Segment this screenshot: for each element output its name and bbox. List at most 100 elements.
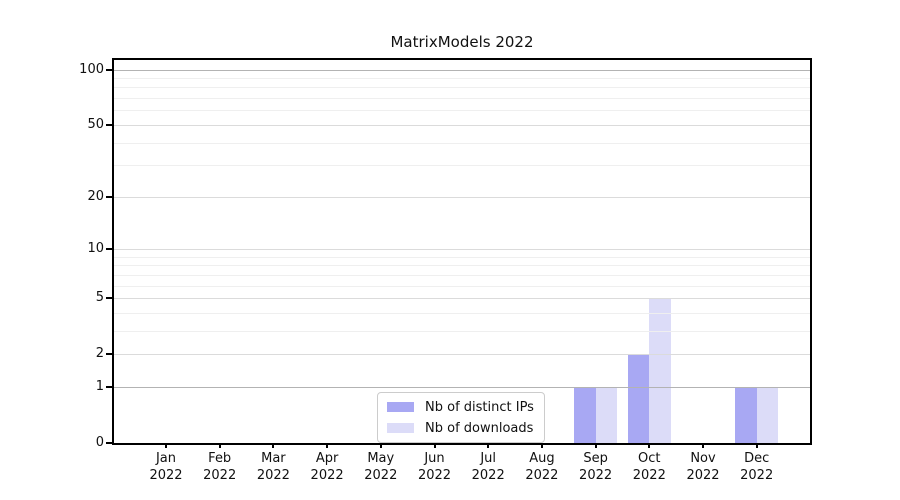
- x-tick-label-jul: Jul 2022: [456, 450, 520, 484]
- x-tick-month: Mar: [261, 451, 286, 466]
- x-tick-year: 2022: [740, 468, 774, 483]
- x-tick-year: 2022: [149, 468, 183, 483]
- bar-downloads-oct: [649, 298, 671, 443]
- x-tick-mark-apr: [326, 443, 329, 448]
- plot-area: [112, 58, 812, 445]
- y-tick-label-50: 50: [87, 116, 104, 132]
- x-tick-label-jun: Jun 2022: [403, 450, 467, 484]
- x-tick-mark-feb: [218, 443, 221, 448]
- minor-gridline-y40: [114, 142, 810, 144]
- x-tick-year: 2022: [364, 468, 398, 483]
- minor-gridline-y6: [114, 285, 810, 287]
- x-tick-mark-nov: [702, 443, 704, 448]
- x-tick-label-jan: Jan 2022: [134, 450, 198, 484]
- minor-gridline-y60: [114, 110, 810, 112]
- minor-gridline-y30: [114, 165, 810, 167]
- legend-swatch-distinct-ips: [387, 402, 414, 412]
- minor-gridline-y4: [114, 312, 810, 314]
- x-tick-month: May: [367, 451, 395, 466]
- x-tick-month: Nov: [690, 451, 716, 466]
- x-tick-month: Aug: [529, 451, 555, 466]
- x-tick-year: 2022: [256, 468, 290, 483]
- y-tick-mark-5: [106, 297, 112, 299]
- major-gridline-y2: [114, 354, 810, 356]
- minor-gridline-y8: [114, 265, 810, 267]
- y-tick-label-1: 1: [95, 378, 104, 394]
- y-tick-mark-20: [106, 195, 112, 198]
- major-gridline-y1: [114, 386, 810, 388]
- x-tick-label-oct: Oct 2022: [617, 450, 681, 484]
- x-tick-mark-aug: [540, 443, 543, 448]
- minor-gridline-y90: [114, 77, 810, 79]
- minor-gridline-y3: [114, 330, 810, 332]
- y-tick-mark-1: [106, 385, 112, 388]
- bar-distinct-ips-oct: [627, 354, 650, 443]
- x-tick-mark-oct: [648, 443, 651, 448]
- y-tick-label-100: 100: [79, 61, 104, 77]
- y-tick-label-2: 2: [95, 346, 104, 362]
- plot-inner: [114, 60, 810, 443]
- x-tick-label-apr: Apr 2022: [295, 450, 359, 484]
- x-tick-mark-jan: [165, 443, 167, 448]
- legend-item-distinct-ips: Nb of distinct IPs: [387, 399, 534, 415]
- x-tick-mark-jul: [487, 443, 490, 448]
- x-tick-month: Dec: [744, 451, 770, 466]
- x-tick-label-aug: Aug 2022: [510, 450, 574, 484]
- x-tick-month: Jul: [480, 451, 497, 466]
- x-tick-label-mar: Mar 2022: [241, 450, 305, 484]
- x-tick-mark-jun: [433, 443, 436, 448]
- chart-title: MatrixModels 2022: [390, 33, 534, 51]
- x-tick-year: 2022: [686, 468, 720, 483]
- x-tick-mark-may: [379, 443, 382, 448]
- minor-gridline-y70: [114, 98, 810, 99]
- x-tick-month: Oct: [638, 451, 661, 466]
- major-gridline-y50: [114, 124, 810, 126]
- x-tick-month: Jun: [424, 451, 445, 466]
- major-gridline-y20: [114, 196, 810, 198]
- legend: Nb of distinct IPs Nb of downloads: [377, 392, 545, 443]
- legend-label-distinct-ips: Nb of distinct IPs: [425, 399, 534, 415]
- x-tick-year: 2022: [525, 468, 559, 483]
- minor-gridline-y80: [114, 87, 810, 89]
- x-tick-year: 2022: [310, 468, 344, 483]
- x-tick-label-feb: Feb 2022: [188, 450, 252, 484]
- minor-gridline-y9: [114, 256, 810, 258]
- x-tick-label-sep: Sep 2022: [564, 450, 628, 484]
- bar-downloads-dec: [756, 386, 779, 443]
- bar-distinct-ips-dec: [735, 386, 757, 443]
- minor-gridline-y7: [114, 274, 810, 276]
- y-tick-label-5: 5: [95, 290, 104, 305]
- x-tick-label-may: May 2022: [349, 450, 413, 484]
- major-gridline-y5: [114, 298, 810, 299]
- x-tick-month: Sep: [583, 451, 608, 466]
- y-tick-mark-50: [106, 123, 112, 126]
- y-tick-label-0: 0: [95, 435, 104, 450]
- x-tick-year: 2022: [203, 468, 237, 483]
- major-gridline-y100: [114, 69, 810, 71]
- y-tick-label-10: 10: [87, 240, 104, 256]
- y-tick-label-20: 20: [87, 188, 104, 204]
- x-tick-year: 2022: [417, 468, 452, 483]
- x-tick-month: Feb: [208, 451, 232, 466]
- x-tick-mark-sep: [594, 443, 597, 448]
- bar-downloads-sep: [595, 386, 618, 443]
- x-tick-month: Jan: [155, 451, 177, 466]
- x-tick-year: 2022: [632, 468, 666, 483]
- x-tick-label-nov: Nov 2022: [671, 450, 735, 484]
- x-tick-label-dec: Dec 2022: [725, 450, 789, 484]
- x-tick-year: 2022: [471, 468, 505, 483]
- legend-label-downloads: Nb of downloads: [425, 420, 534, 436]
- y-tick-mark-10: [106, 247, 112, 250]
- major-gridline-y10: [114, 248, 810, 250]
- x-tick-mark-mar: [272, 443, 275, 448]
- y-tick-mark-2: [106, 353, 112, 356]
- x-tick-month: Apr: [315, 451, 339, 466]
- y-tick-mark-100: [106, 68, 112, 71]
- y-tick-mark-0: [106, 442, 112, 444]
- legend-swatch-downloads: [387, 423, 414, 433]
- x-tick-year: 2022: [579, 468, 613, 483]
- bar-distinct-ips-sep: [574, 386, 596, 443]
- legend-item-downloads: Nb of downloads: [387, 420, 534, 436]
- x-tick-mark-dec: [755, 443, 758, 448]
